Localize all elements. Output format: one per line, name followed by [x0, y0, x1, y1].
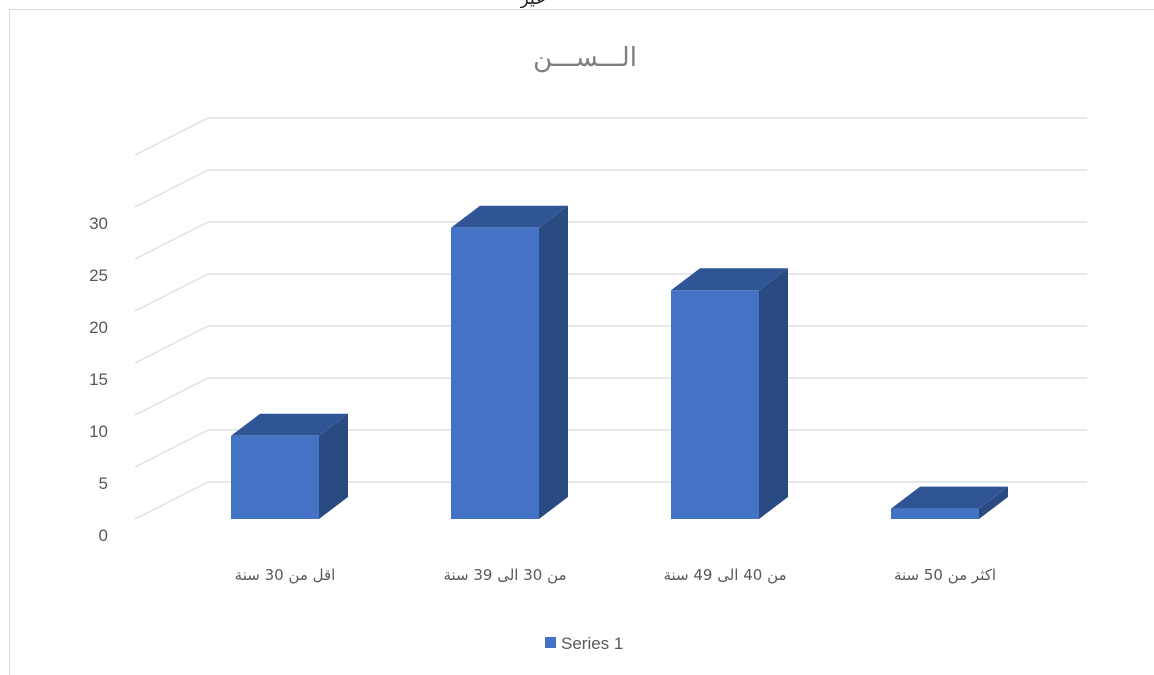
bar-top [671, 268, 788, 291]
gridline-side [134, 377, 209, 416]
legend: Series 1 [545, 634, 623, 653]
bar-0 [231, 413, 348, 519]
bar-1 [451, 205, 568, 520]
chart-title: الـــســـن [533, 43, 637, 73]
clipped-heading-text: عير [520, 0, 546, 8]
bar-front [231, 435, 319, 519]
y-tick-label: 20 [89, 318, 108, 337]
bar-top [231, 413, 348, 436]
category-label: اكثر من 50 سنة [894, 566, 996, 584]
bar-top [451, 205, 568, 228]
bar-top [891, 486, 1008, 509]
y-tick-label: 30 [89, 214, 108, 233]
bar-front [671, 290, 759, 519]
bar-side [539, 205, 568, 520]
x-axis-categories: اقل من 30 سنة من 30 الى 39 سنة من 40 الى 4… [235, 566, 996, 584]
gridline-side [134, 117, 209, 156]
y-tick-label: 10 [89, 422, 108, 441]
bar-3 [891, 486, 1008, 519]
category-label: من 40 الى 49 سنة [663, 566, 786, 584]
y-axis-ticks: 0 5 10 15 20 25 30 [89, 214, 108, 545]
bar-2 [671, 268, 788, 519]
y-tick-label: 5 [99, 474, 108, 493]
category-label: اقل من 30 سنة [235, 566, 336, 584]
category-label: من 30 الى 39 سنة [443, 566, 566, 584]
bars [231, 205, 1008, 520]
gridline-side [134, 273, 209, 312]
bar-front [891, 508, 979, 519]
gridline-side [134, 221, 209, 260]
clipped-heading-fragment: عير [520, 0, 580, 8]
gridlines [134, 117, 1087, 520]
gridline-side [134, 169, 209, 208]
legend-swatch [545, 637, 556, 648]
bar-side [319, 413, 348, 519]
bar-front [451, 227, 539, 520]
chart-frame [9, 9, 1154, 675]
bar-side [979, 486, 1008, 519]
bar-side [759, 268, 788, 519]
gridline-side [134, 325, 209, 364]
gridline-side [134, 429, 209, 468]
legend-label: Series 1 [561, 634, 623, 653]
y-tick-label: 0 [99, 526, 108, 545]
y-tick-label: 15 [89, 370, 108, 389]
y-tick-label: 25 [89, 266, 108, 285]
gridline-side [134, 481, 209, 520]
